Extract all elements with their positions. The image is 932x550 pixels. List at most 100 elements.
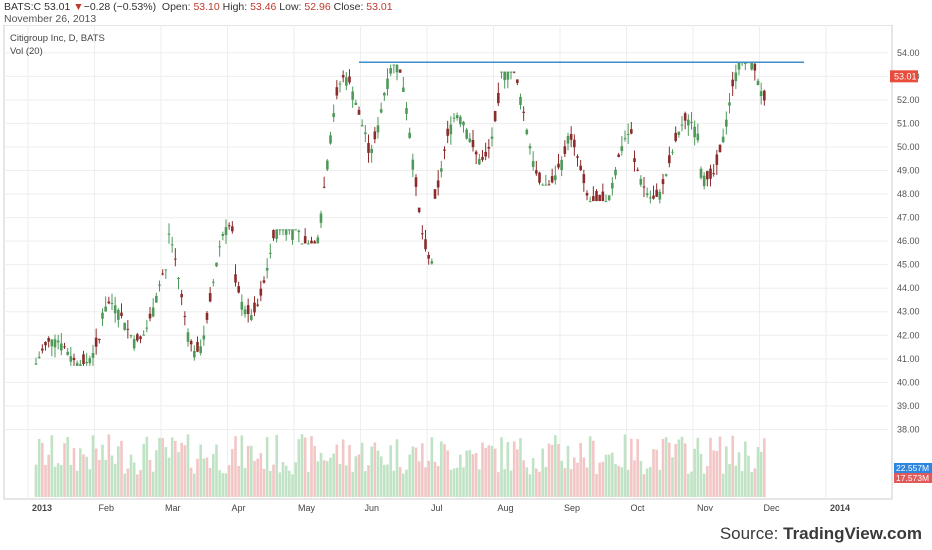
candle-body [554,175,557,181]
candle-body [652,195,655,199]
candle-body [620,146,624,151]
candle-body [503,71,506,81]
volume-bar [212,453,215,497]
volume-bar [563,468,567,497]
candle-body [411,159,415,170]
candle-body [395,64,399,73]
close-value: 53.01 [366,1,393,13]
volume-bar [601,461,605,497]
candle-body [506,71,510,80]
volume-bar [620,467,624,497]
price-chart[interactable]: 38.00 39.00 40.00 41.00 42.00 43.00 44.00 45.00… [0,25,932,525]
candle-body [728,102,731,106]
candle-body [326,160,329,170]
candle-body [329,135,332,144]
candle-body [117,309,120,320]
volume-bar [123,473,126,497]
candle-body [151,307,155,317]
candle-body [212,281,215,283]
high-label: High: [222,1,248,13]
candle-body [541,184,544,186]
candle-body [525,129,529,135]
volume-bar [231,449,234,497]
close-label: Close: [333,1,364,13]
candle-body [202,335,206,340]
volume-bar [661,438,665,497]
volume-bar [481,442,484,497]
volume-bar [66,436,69,497]
candle-body [60,343,63,351]
candle-body [297,230,301,233]
candle-body [433,189,437,199]
volume-bar [446,450,449,497]
volume-bar [668,442,671,497]
candle-body [215,262,218,267]
candle-body [725,119,728,127]
svg-text:53.01: 53.01 [894,71,917,81]
volume-bar [585,467,589,497]
x-tick-label: Jul [431,503,443,513]
legend-volume: Vol (20) [10,46,43,57]
open-label: Open: [161,1,191,13]
volume-bar [177,452,180,497]
candle-body [500,71,503,73]
volume-bar [170,437,174,497]
volume-bar [199,444,202,497]
candle-body [256,304,259,306]
volume-bar [148,459,152,497]
candle-body [592,196,595,202]
volume-bar [126,468,130,497]
candle-body [354,102,358,105]
candle-body [452,117,456,119]
candle-body [696,133,700,141]
volume-bar [753,468,757,497]
volume-bar [408,454,411,497]
volume-bar [519,438,522,497]
volume-bar [566,445,570,497]
y-tick-label: 38.00 [897,424,920,434]
volume-bar [253,460,256,497]
volume-bar [721,473,725,497]
volume-bar [430,437,434,497]
candle-body [671,151,674,153]
candle-body [398,69,402,73]
candle-body [731,79,734,87]
candle-body [566,135,570,144]
volume-bar [237,465,240,497]
volume-bar [322,460,326,497]
volume-bar [259,453,263,497]
volume-bar [763,438,766,497]
y-tick-label: 46.00 [897,236,920,246]
volume-bar [79,448,82,497]
volume-bar [272,464,275,497]
volume-bar [645,468,649,497]
volume-bar [98,460,101,497]
candle-body [272,230,275,239]
volume-bar [718,436,722,497]
volume-bar [379,456,383,497]
candle-body [107,301,111,304]
y-tick-label: 43.00 [897,307,920,317]
volume-bar [158,437,161,497]
x-tick-label: Aug [498,503,514,513]
volume-bar [706,466,709,497]
volume-bar [639,461,643,497]
volume-bar [702,473,706,497]
candle-body [303,236,307,244]
y-axis: 38.00 39.00 40.00 41.00 42.00 43.00 44.00 45.00… [897,48,920,435]
legend-title: Citigroup Inc, D, BATS [10,33,105,44]
volume-bar [759,451,763,497]
volume-bar [554,435,557,497]
volume-bar [497,472,500,497]
candle-body [66,351,69,355]
volume-bar [139,470,142,497]
volume-bar [633,460,636,497]
candle-body [167,233,171,235]
y-tick-label: 39.00 [897,401,920,411]
volume-bar [53,466,57,497]
candle-body [313,241,316,244]
volume-bar [715,450,719,497]
candle-body [528,146,532,149]
candle-body [101,312,104,319]
candle-body [386,78,389,90]
